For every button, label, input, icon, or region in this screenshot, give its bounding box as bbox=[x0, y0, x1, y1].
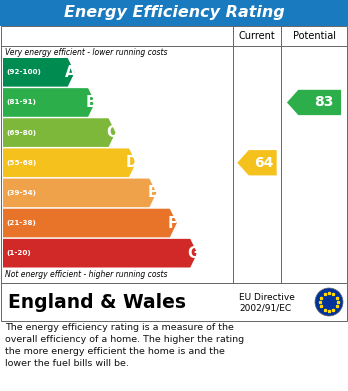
Polygon shape bbox=[3, 149, 136, 177]
Text: EU Directive: EU Directive bbox=[239, 293, 295, 302]
Polygon shape bbox=[287, 90, 341, 115]
Text: (1-20): (1-20) bbox=[6, 250, 31, 256]
Text: (92-100): (92-100) bbox=[6, 69, 41, 75]
Text: B: B bbox=[86, 95, 97, 110]
Text: (39-54): (39-54) bbox=[6, 190, 36, 196]
Text: A: A bbox=[65, 65, 77, 80]
Polygon shape bbox=[3, 88, 95, 117]
Text: Not energy efficient - higher running costs: Not energy efficient - higher running co… bbox=[5, 270, 167, 279]
Polygon shape bbox=[3, 118, 116, 147]
Text: (55-68): (55-68) bbox=[6, 160, 36, 166]
Polygon shape bbox=[237, 150, 277, 176]
Text: (69-80): (69-80) bbox=[6, 129, 36, 136]
Text: C: C bbox=[106, 125, 117, 140]
Text: E: E bbox=[148, 185, 158, 201]
Bar bbox=[1, 26, 347, 283]
Text: Very energy efficient - lower running costs: Very energy efficient - lower running co… bbox=[5, 48, 167, 57]
Circle shape bbox=[315, 288, 343, 316]
Polygon shape bbox=[3, 239, 197, 267]
Bar bbox=[1, 283, 347, 321]
Text: 2002/91/EC: 2002/91/EC bbox=[239, 303, 291, 312]
Text: G: G bbox=[187, 246, 199, 261]
Text: Current: Current bbox=[239, 31, 275, 41]
Text: F: F bbox=[168, 215, 178, 231]
Text: (81-91): (81-91) bbox=[6, 99, 36, 106]
Polygon shape bbox=[3, 58, 75, 87]
Polygon shape bbox=[3, 179, 156, 207]
Text: (21-38): (21-38) bbox=[6, 220, 36, 226]
Text: D: D bbox=[126, 155, 138, 170]
Text: Energy Efficiency Rating: Energy Efficiency Rating bbox=[64, 5, 284, 20]
Text: England & Wales: England & Wales bbox=[8, 292, 186, 312]
Polygon shape bbox=[3, 209, 177, 237]
Text: Potential: Potential bbox=[293, 31, 335, 41]
Bar bbox=[0, 0, 348, 26]
Text: 64: 64 bbox=[254, 156, 274, 170]
Text: The energy efficiency rating is a measure of the
overall efficiency of a home. T: The energy efficiency rating is a measur… bbox=[5, 323, 244, 368]
Text: 83: 83 bbox=[314, 95, 333, 109]
